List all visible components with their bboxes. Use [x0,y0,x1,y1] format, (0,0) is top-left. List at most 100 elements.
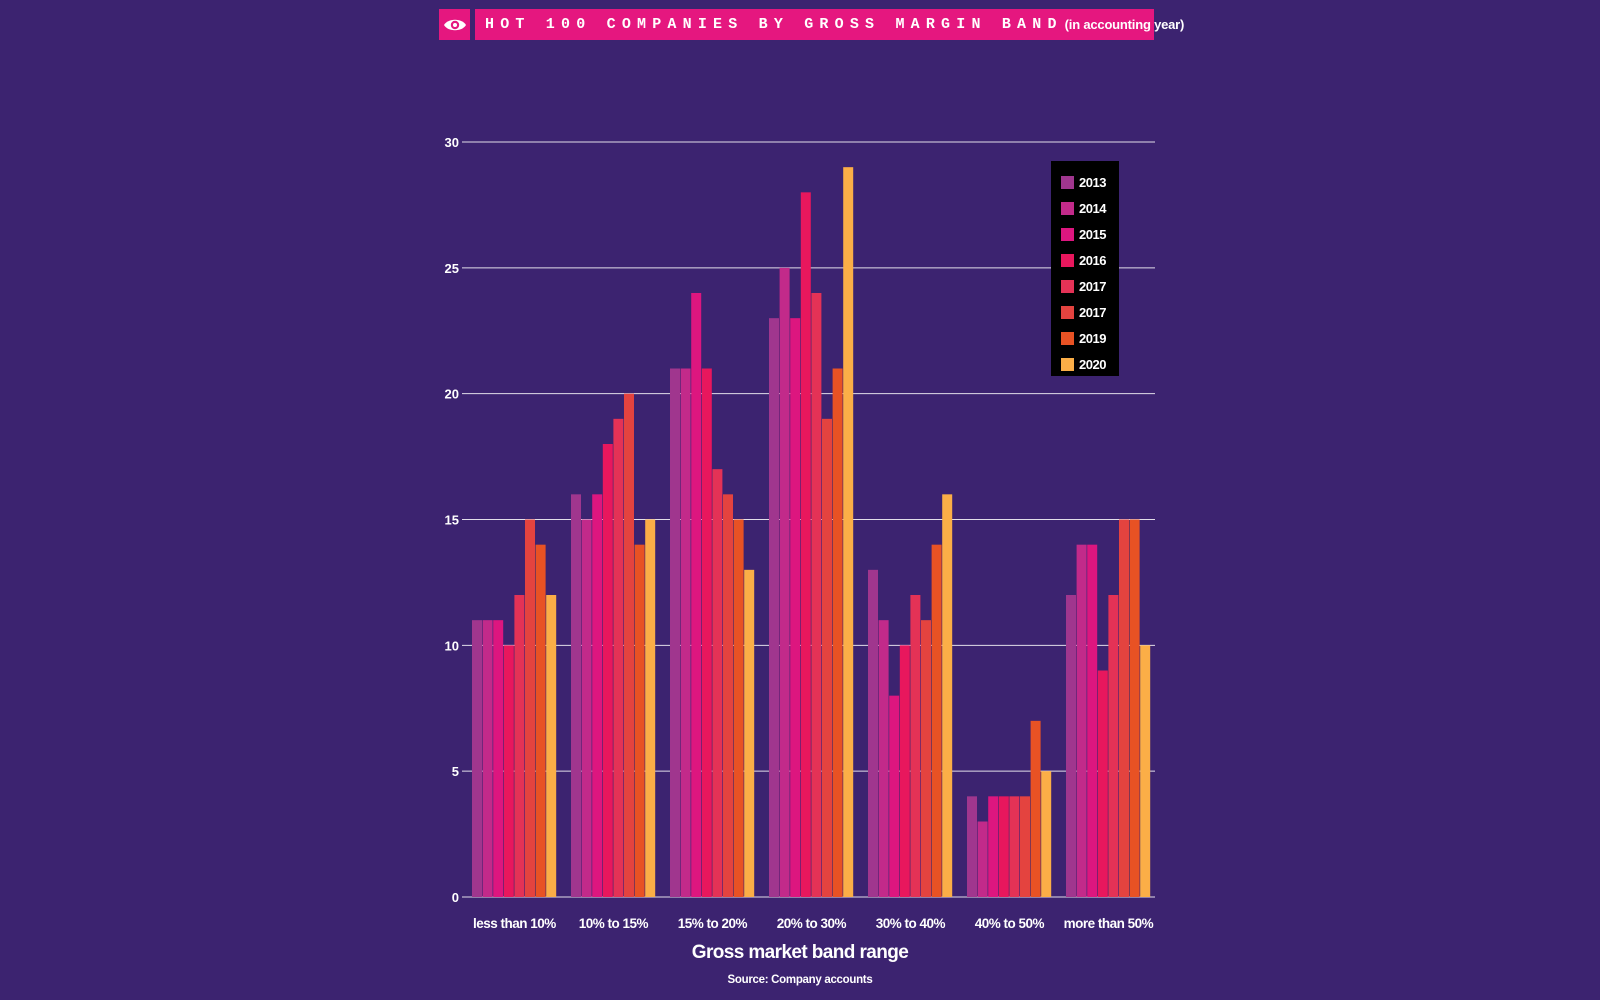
bar-2013-2 [670,368,680,897]
chart-title: HOT 100 COMPANIES BY GROSS MARGIN BAND [485,16,1063,33]
bar-2017-4 [910,595,921,897]
bar-2017-5 [1020,796,1030,897]
x-tick-label: 10% to 15% [579,916,649,931]
bar-2013-6 [1066,595,1076,897]
bar-2016-5 [998,796,1009,897]
bar-2017-2 [712,469,723,897]
bar-2016-4 [899,645,910,897]
y-tick-label: 0 [452,890,459,905]
bar-2015-4 [889,695,900,897]
bar-2020-3 [843,167,854,897]
bar-2017-6 [1108,595,1119,897]
bar-2019-0 [535,544,546,897]
bar-2017-1 [613,418,624,897]
legend-swatch [1061,331,1074,345]
bar-2016-6 [1097,670,1108,897]
bar-2014-3 [779,267,790,897]
x-tick-label: 15% to 20% [678,916,748,931]
legend-swatch [1061,201,1074,215]
x-tick-label: less than 10% [473,916,556,931]
bar-2016-2 [701,368,712,897]
bar-2020-5 [1041,771,1052,897]
bar-2015-2 [691,293,702,897]
bar-2014-6 [1076,544,1087,897]
bar-2017-3 [811,293,822,897]
bar-2019-5 [1030,720,1041,897]
legend-swatch [1061,305,1074,319]
bar-2017-0 [525,519,535,897]
chart-header: HOT 100 COMPANIES BY GROSS MARGIN BAND (… [439,9,1184,40]
bar-2019-3 [832,368,843,897]
bar-2017-4 [921,620,931,897]
bar-2015-6 [1087,544,1098,897]
eye-icon [439,9,470,40]
bar-2020-6 [1140,645,1151,897]
legend-label: 2017 [1079,304,1106,320]
x-tick-label: 20% to 30% [777,916,847,931]
legend-item: 2017 [1051,273,1119,299]
bar-2020-2 [744,569,755,897]
legend-label: 2013 [1079,174,1106,190]
legend-item: 2017 [1051,299,1119,325]
legend-label: 2020 [1079,356,1106,372]
bar-2013-4 [868,569,878,897]
x-tick-label: 30% to 40% [876,916,946,931]
bar-2013-1 [571,494,581,897]
bar-2017-2 [723,494,733,897]
bar-2017-1 [624,393,634,897]
bar-2015-5 [988,796,999,897]
chart-subtitle: (in accounting year) [1064,17,1185,32]
x-tick-label: 40% to 50% [975,916,1045,931]
chart-legend: 2013 2014 2015 2016 2017 2017 2019 2020 [1051,161,1119,376]
bar-2015-3 [790,318,801,898]
y-tick-label: 20 [445,387,459,402]
y-tick-label: 25 [445,261,459,276]
legend-label: 2019 [1079,330,1106,346]
bar-2016-0 [503,645,514,897]
legend-item: 2016 [1051,247,1119,273]
legend-item: 2019 [1051,325,1119,351]
legend-item: 2013 [1051,169,1119,195]
bar-2014-2 [680,368,691,897]
y-tick-label: 10 [445,638,459,653]
x-axis-title: Gross market band range [691,942,909,963]
bar-2020-0 [546,595,557,897]
bar-2013-3 [769,318,779,898]
bar-2019-2 [733,519,744,897]
legend-label: 2016 [1079,252,1106,268]
legend-swatch [1061,357,1074,371]
bar-2020-1 [645,519,656,897]
legend-item: 2015 [1051,221,1119,247]
bar-2017-5 [1009,796,1020,897]
bar-2013-0 [472,620,482,897]
bar-2015-0 [493,620,504,897]
x-tick-label: more than 50% [1064,916,1154,931]
bar-2016-3 [800,192,811,898]
bar-2013-5 [967,796,977,897]
legend-item: 2020 [1051,351,1119,377]
bar-2017-6 [1119,519,1129,897]
bar-2014-5 [977,821,988,897]
bar-2019-4 [931,544,942,897]
y-tick-label: 5 [452,764,459,779]
bar-2014-4 [878,620,889,897]
legend-swatch [1061,279,1074,293]
bar-2014-1 [581,519,592,897]
legend-label: 2014 [1079,200,1106,216]
bar-2019-1 [634,544,645,897]
bar-2017-0 [514,595,525,897]
legend-swatch [1061,253,1074,267]
title-bar: HOT 100 COMPANIES BY GROSS MARGIN BAND (… [475,9,1184,40]
bar-2017-3 [822,418,832,897]
bar-2020-4 [942,494,953,897]
bar-2016-1 [602,444,613,897]
legend-swatch [1061,175,1074,189]
y-tick-label: 30 [445,135,459,150]
y-tick-label: 15 [445,513,459,528]
legend-label: 2015 [1079,226,1106,242]
legend-label: 2017 [1079,278,1106,294]
bar-2014-0 [482,620,493,897]
legend-swatch [1061,227,1074,241]
source-note: Source: Company accounts [727,974,873,986]
